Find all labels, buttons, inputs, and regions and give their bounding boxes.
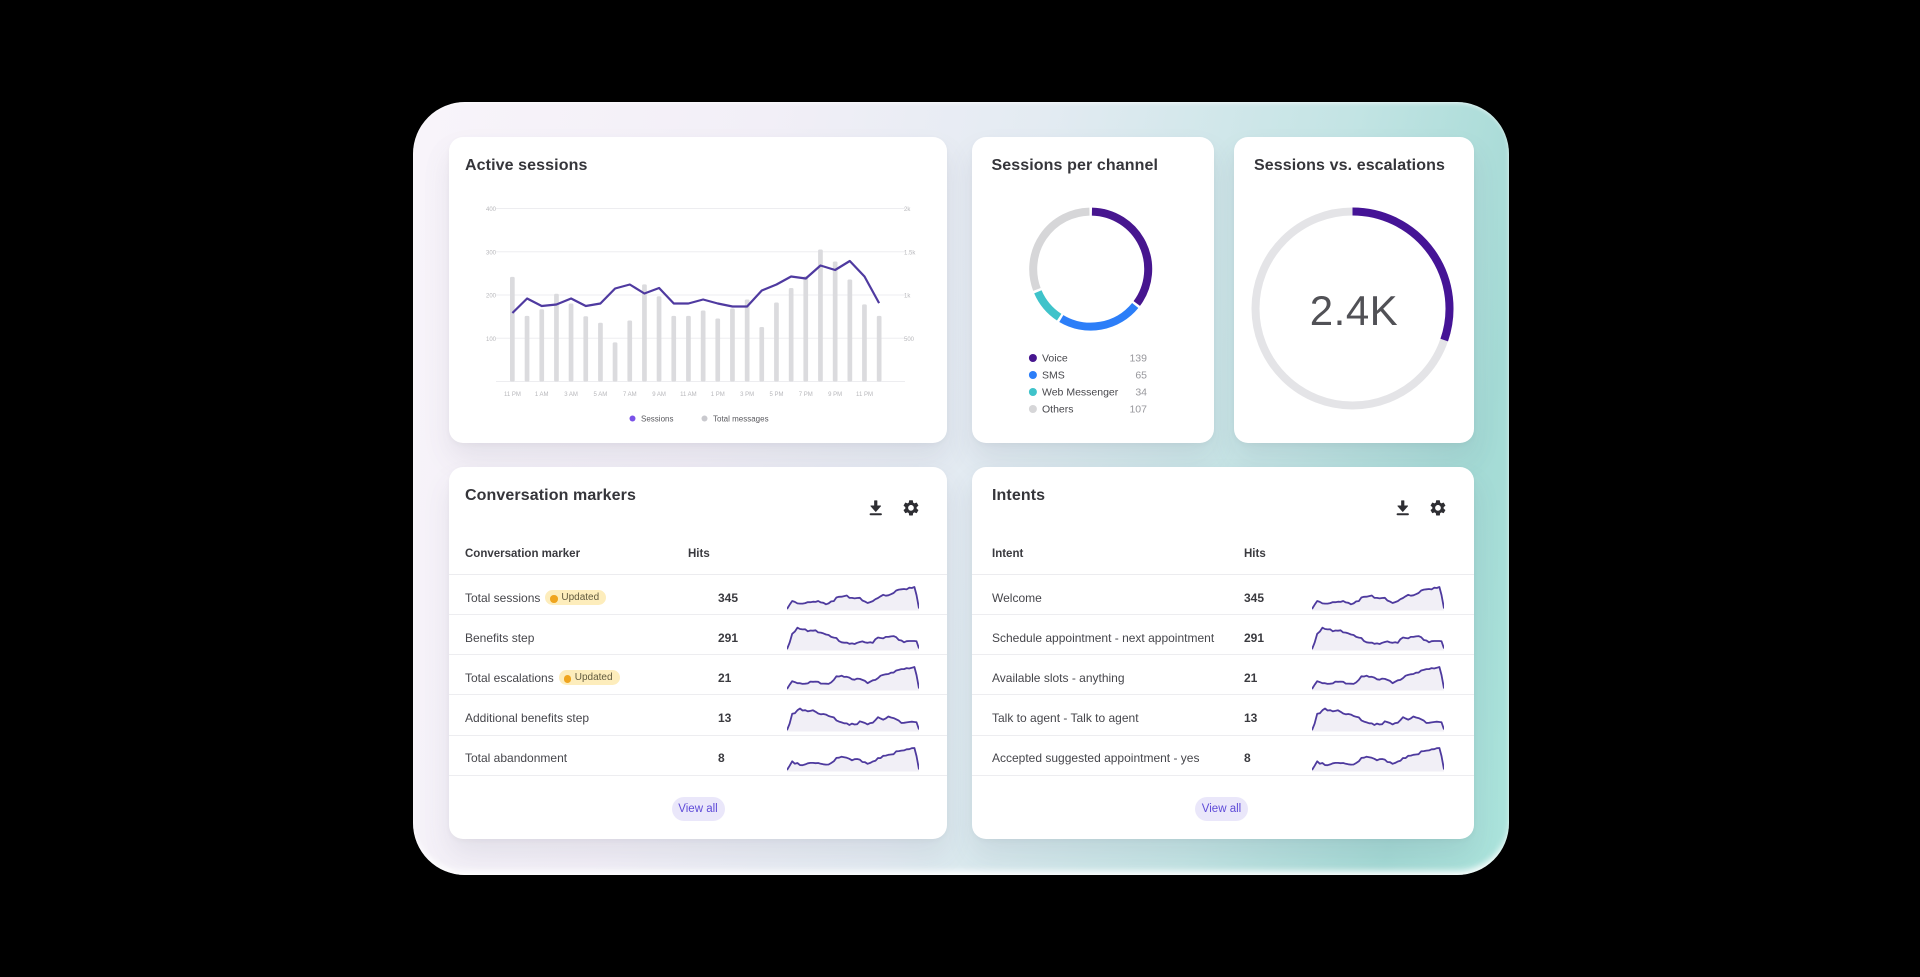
svg-text:5 AM: 5 AM: [594, 392, 608, 398]
svg-text:2k: 2k: [904, 207, 911, 213]
svg-text:9 AM: 9 AM: [652, 392, 666, 398]
svg-text:3 AM: 3 AM: [564, 392, 578, 398]
svg-text:SMS: SMS: [1042, 369, 1065, 381]
svg-text:100: 100: [486, 336, 497, 342]
svg-text:3 PM: 3 PM: [740, 392, 754, 398]
svg-text:400: 400: [486, 207, 497, 213]
svg-text:107: 107: [1129, 403, 1147, 415]
svg-text:300: 300: [486, 250, 497, 256]
svg-text:9 PM: 9 PM: [828, 392, 842, 398]
svg-text:7 AM: 7 AM: [623, 392, 637, 398]
svg-text:1 AM: 1 AM: [535, 392, 549, 398]
svg-text:Voice: Voice: [1042, 352, 1068, 364]
svg-text:1 PM: 1 PM: [711, 392, 725, 398]
svg-text:7 PM: 7 PM: [799, 392, 813, 398]
svg-text:1k: 1k: [904, 293, 911, 299]
svg-text:5 PM: 5 PM: [769, 392, 783, 398]
svg-text:500: 500: [904, 336, 915, 342]
svg-text:Total messages: Total messages: [713, 414, 769, 423]
svg-text:Others: Others: [1042, 403, 1074, 415]
svg-text:11 PM: 11 PM: [856, 392, 873, 398]
svg-text:200: 200: [486, 293, 497, 299]
svg-text:65: 65: [1135, 369, 1147, 381]
svg-text:Sessions: Sessions: [641, 414, 673, 423]
svg-text:1.5k: 1.5k: [904, 250, 916, 256]
svg-text:11 AM: 11 AM: [680, 392, 697, 398]
svg-text:11 PM: 11 PM: [504, 392, 521, 398]
svg-text:Web Messenger: Web Messenger: [1042, 386, 1119, 398]
svg-text:34: 34: [1135, 386, 1147, 398]
svg-text:139: 139: [1129, 352, 1147, 364]
